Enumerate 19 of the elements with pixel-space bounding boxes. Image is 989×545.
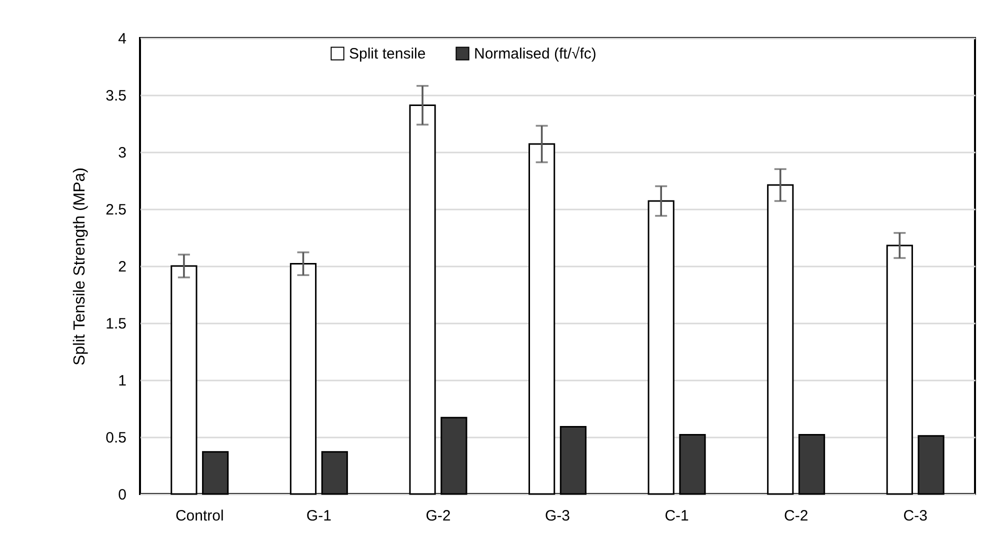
- legend-label: Split tensile: [349, 46, 426, 63]
- y-tick-label: 2.5: [106, 202, 126, 218]
- x-tick-label: C-1: [664, 508, 689, 524]
- y-tick-label: 0.5: [106, 430, 126, 446]
- x-tick-label: G-2: [426, 508, 451, 524]
- x-tick-label: C-3: [903, 508, 928, 524]
- x-tick-label: G-1: [306, 508, 332, 524]
- y-tick-label: 2: [118, 258, 126, 276]
- y-axis-title: Split Tensile Strength (MPa): [72, 167, 89, 366]
- y-tick-label: 4: [118, 30, 126, 48]
- x-tick-label: C-2: [784, 508, 808, 524]
- y-tick-label: 1.5: [106, 316, 126, 332]
- y-tick-label: 3: [118, 144, 126, 162]
- x-tick-label: G-3: [544, 508, 570, 524]
- legend-label: Normalised (ft/√fc): [474, 46, 596, 63]
- x-tick-label: Control: [175, 508, 224, 524]
- y-tick-label: 3.5: [106, 88, 126, 104]
- y-tick-label: 0: [118, 486, 126, 504]
- y-tick-label: 1: [118, 372, 126, 390]
